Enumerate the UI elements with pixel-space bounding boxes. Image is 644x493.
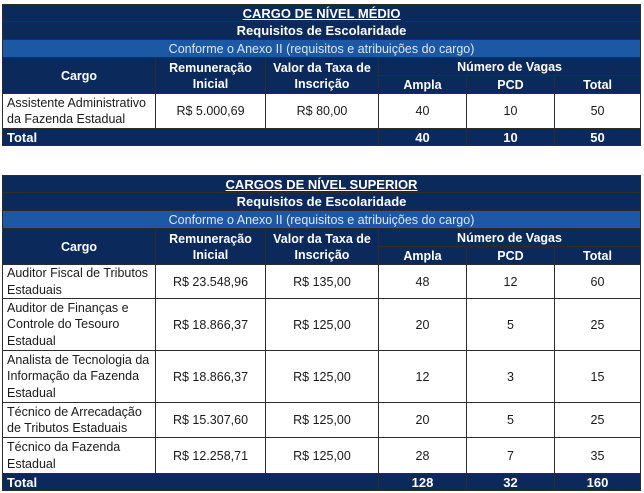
header-cargo: Cargo	[2, 57, 156, 94]
cell-ampla: 40	[378, 93, 467, 129]
cell-total: 35	[554, 437, 641, 474]
total-total: 50	[553, 128, 642, 146]
header-remuneracao: Remuneração Inicial	[155, 228, 266, 265]
header-pcd: PCD	[466, 75, 555, 94]
header-pcd: PCD	[466, 246, 555, 265]
cell-cargo: Técnico de Arrecadação de Tributos Estad…	[2, 402, 156, 438]
total-total: 160	[554, 473, 641, 491]
cell-pcd: 10	[466, 93, 555, 129]
cell-total: 25	[554, 402, 641, 438]
cell-pcd: 3	[466, 350, 555, 403]
cell-total: 15	[554, 350, 641, 403]
superior-title: CARGOS DE NÍVEL SUPERIOR	[2, 175, 641, 193]
cell-cargo: Analista de Tecnologia da Informação da …	[2, 350, 156, 403]
medio-anexo: Conforme o Anexo II (requisitos e atribu…	[1, 39, 642, 58]
medio-table: CARGO DE NÍVEL MÉDIO Requisitos de Escol…	[1, 4, 642, 146]
cell-taxa: R$ 135,00	[265, 264, 379, 299]
total-label: Total	[2, 128, 379, 146]
cell-remuneracao: R$ 5.000,69	[155, 93, 266, 129]
header-taxa: Valor da Taxa de Inscrição	[265, 57, 379, 94]
total-label: Total	[2, 473, 379, 491]
header-vagas: Número de Vagas	[377, 57, 642, 76]
cell-total: 60	[554, 264, 641, 299]
table-row: Técnico de Arrecadação de Tributos Estad…	[2, 402, 641, 438]
cell-remuneracao: R$ 12.258,71	[155, 437, 266, 474]
cell-pcd: 7	[466, 437, 555, 474]
cell-ampla: 48	[378, 264, 467, 299]
table-row: Assistente Administrativo da Fazenda Est…	[2, 93, 642, 129]
table-row: Auditor Fiscal de Tributos Estaduais R$ …	[2, 264, 641, 299]
total-row: Total 40 10 50	[2, 128, 642, 146]
cell-taxa: R$ 125,00	[265, 298, 379, 351]
cell-taxa: R$ 125,00	[265, 437, 379, 474]
header-cargo: Cargo	[2, 228, 156, 265]
cell-ampla: 28	[378, 437, 467, 474]
medio-requisitos: Requisitos de Escolaridade	[1, 21, 642, 40]
cell-cargo: Técnico da Fazenda Estadual	[2, 437, 156, 474]
table-row: Auditor de Finanças e Controle do Tesour…	[2, 298, 641, 351]
header-ampla: Ampla	[378, 246, 467, 265]
table-row: Técnico da Fazenda Estadual R$ 12.258,71…	[2, 437, 641, 474]
header-vagas: Número de Vagas	[378, 228, 641, 247]
cell-taxa: R$ 125,00	[265, 350, 379, 403]
superior-requisitos: Requisitos de Escolaridade	[2, 192, 641, 211]
cell-cargo: Assistente Administrativo da Fazenda Est…	[2, 93, 156, 129]
cell-pcd: 12	[466, 264, 555, 299]
header-remuneracao: Remuneração Inicial	[155, 57, 266, 94]
cell-ampla: 12	[378, 350, 467, 403]
total-row: Total 128 32 160	[2, 473, 641, 491]
total-pcd: 10	[466, 128, 555, 146]
cell-cargo: Auditor Fiscal de Tributos Estaduais	[2, 264, 156, 299]
total-ampla: 128	[378, 473, 467, 491]
header-total: Total	[553, 75, 642, 94]
cell-remuneracao: R$ 23.548,96	[155, 264, 266, 299]
cell-pcd: 5	[466, 402, 555, 438]
header-total: Total	[554, 246, 641, 265]
cell-total: 50	[553, 93, 642, 129]
superior-table: CARGOS DE NÍVEL SUPERIOR Requisitos de E…	[2, 175, 641, 491]
total-ampla: 40	[378, 128, 467, 146]
medio-title: CARGO DE NÍVEL MÉDIO	[1, 4, 642, 22]
cell-remuneracao: R$ 18.866,37	[155, 350, 266, 403]
header-taxa: Valor da Taxa de Inscrição	[265, 228, 379, 265]
cell-cargo: Auditor de Finanças e Controle do Tesour…	[2, 298, 156, 351]
cell-pcd: 5	[466, 298, 555, 351]
cell-taxa: R$ 80,00	[265, 93, 379, 129]
header-ampla: Ampla	[378, 75, 467, 94]
cell-ampla: 20	[378, 298, 467, 351]
cell-remuneracao: R$ 15.307,60	[155, 402, 266, 438]
superior-anexo: Conforme o Anexo II (requisitos e atribu…	[2, 210, 641, 229]
table-row: Analista de Tecnologia da Informação da …	[2, 350, 641, 403]
cell-ampla: 20	[378, 402, 467, 438]
cell-remuneracao: R$ 18.866,37	[155, 298, 266, 351]
cell-total: 25	[554, 298, 641, 351]
total-pcd: 32	[466, 473, 555, 491]
cell-taxa: R$ 125,00	[265, 402, 379, 438]
